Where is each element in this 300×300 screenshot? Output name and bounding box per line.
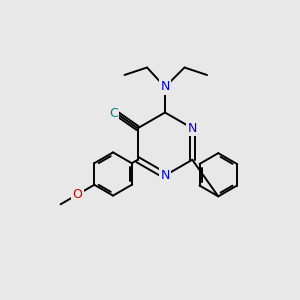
Text: O: O (73, 188, 82, 201)
Text: N: N (188, 122, 197, 135)
Text: C: C (109, 106, 118, 119)
Text: N: N (160, 80, 170, 94)
Text: N: N (160, 169, 170, 182)
